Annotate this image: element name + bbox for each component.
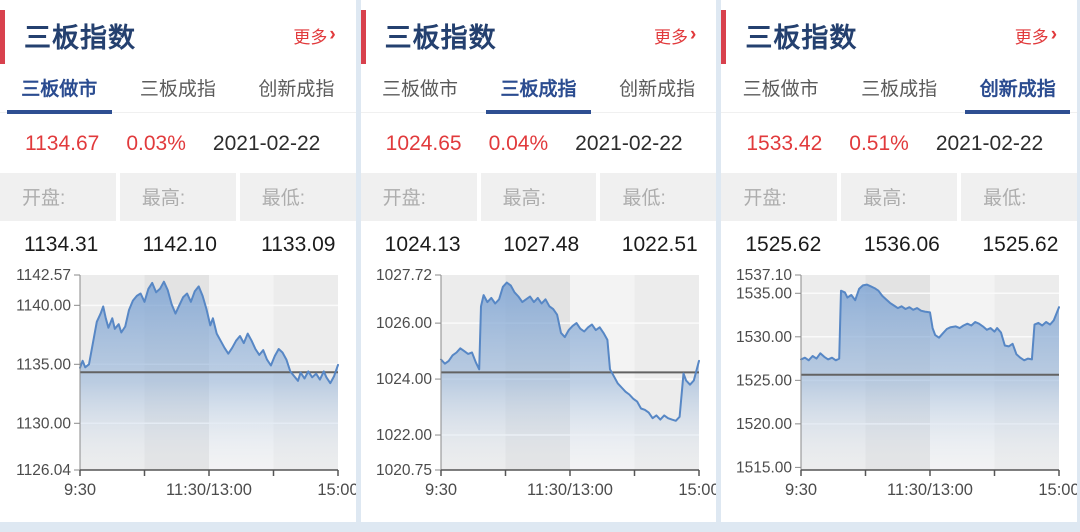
svg-text:1022.00: 1022.00 — [376, 427, 432, 444]
svg-text:1525.00: 1525.00 — [736, 372, 792, 389]
more-label: 更多 — [1014, 27, 1049, 47]
svg-text:9:30: 9:30 — [64, 481, 96, 499]
accent-bar — [360, 10, 366, 64]
stats-labels-row: 开盘: 最高: 最低: — [360, 173, 717, 221]
change-percent: 0.03% — [126, 132, 186, 155]
intraday-chart: 1142.57 1140.00 1135.00 1130.00 1126.04 9:30 1… — [16, 267, 356, 499]
high-label: 最高: — [119, 173, 236, 221]
last-price: 1024.65 — [385, 132, 462, 155]
tab-sanban-chengzhi[interactable]: 三板成指 — [861, 79, 938, 100]
index-widget-panel-3: 三板指数 更多 › 三板做市 三板成指 创新成指 1533.42 0.51% 2… — [721, 0, 1078, 522]
quote-row: 1533.42 0.51% 2021-02-22 — [721, 113, 1077, 171]
tab-bar: 三板做市 三板成指 创新成指 — [360, 66, 717, 114]
tab-sanban-chengzhi[interactable]: 三板成指 — [479, 66, 598, 114]
panel-header: 三板指数 更多 › — [360, 0, 717, 64]
high-label: 最高: — [480, 173, 597, 221]
svg-text:15:00: 15:00 — [1039, 481, 1077, 499]
svg-text:1130.00: 1130.00 — [16, 415, 71, 432]
quote-date: 2021-02-22 — [935, 132, 1044, 155]
quote-row: 1134.67 0.03% 2021-02-22 — [0, 113, 356, 171]
index-widget-panel-2: 三板指数 更多 › 三板做市 三板成指 创新成指 1024.65 0.04% 2… — [360, 0, 717, 522]
change-percent: 0.04% — [488, 132, 549, 155]
last-price: 1134.67 — [25, 132, 100, 155]
stats-values-row: 1134.31 1142.10 1133.09 — [0, 221, 356, 259]
svg-text:1026.00: 1026.00 — [376, 315, 432, 332]
stats-labels-row: 开盘: 最高: 最低: — [0, 173, 356, 221]
svg-text:1520.00: 1520.00 — [736, 416, 792, 433]
svg-text:11:30/13:00: 11:30/13:00 — [166, 481, 252, 499]
svg-text:15:00: 15:00 — [678, 481, 716, 499]
svg-text:9:30: 9:30 — [785, 481, 817, 499]
svg-text:1024.00: 1024.00 — [376, 371, 432, 388]
high-value: 1142.10 — [142, 233, 217, 256]
quote-date: 2021-02-22 — [575, 132, 683, 155]
svg-text:9:30: 9:30 — [425, 481, 457, 499]
tab-sanban-zuoshi[interactable]: 三板做市 — [381, 79, 458, 100]
tab-sanban-zuoshi[interactable]: 三板做市 — [0, 66, 119, 114]
last-price: 1533.42 — [746, 132, 823, 155]
svg-text:1027.72: 1027.72 — [376, 267, 432, 284]
accent-bar — [721, 10, 727, 64]
chevron-right-icon: › — [690, 24, 697, 45]
more-label: 更多 — [654, 27, 689, 47]
tab-bar: 三板做市 三板成指 创新成指 — [721, 66, 1078, 114]
panel-header: 三板指数 更多 › — [721, 0, 1077, 64]
svg-text:1140.00: 1140.00 — [16, 297, 71, 314]
panel-title: 三板指数 — [745, 22, 858, 53]
svg-text:11:30/13:00: 11:30/13:00 — [527, 481, 613, 499]
chevron-right-icon: › — [329, 24, 336, 45]
tab-chuangxin-chengzhi[interactable]: 创新成指 — [958, 66, 1077, 114]
change-percent: 0.51% — [849, 132, 909, 155]
high-value: 1536.06 — [863, 233, 940, 256]
svg-text:1020.75: 1020.75 — [376, 462, 432, 479]
more-link[interactable]: 更多 › — [293, 23, 335, 48]
panel-title: 三板指数 — [384, 22, 497, 53]
more-label: 更多 — [293, 27, 328, 47]
stats-values-row: 1024.13 1027.48 1022.51 — [361, 221, 717, 259]
stats-labels-row: 开盘: 最高: 最低: — [721, 173, 1078, 221]
low-value: 1022.51 — [621, 233, 698, 256]
svg-text:1535.00: 1535.00 — [736, 285, 792, 302]
low-label: 最低: — [239, 173, 356, 221]
panel-header: 三板指数 更多 › — [0, 0, 356, 64]
tab-chuangxin-chengzhi[interactable]: 创新成指 — [619, 79, 696, 100]
svg-text:11:30/13:00: 11:30/13:00 — [887, 481, 973, 499]
open-value: 1525.62 — [745, 233, 822, 256]
low-value: 1133.09 — [261, 233, 336, 256]
more-link[interactable]: 更多 › — [1015, 23, 1057, 48]
high-label: 最高: — [841, 173, 958, 221]
tab-sanban-chengzhi[interactable]: 三板成指 — [139, 79, 216, 100]
quote-date: 2021-02-22 — [212, 132, 321, 155]
intraday-chart: 1027.72 1026.00 1024.00 1022.00 1020.75 9:30 1… — [376, 267, 717, 499]
more-link[interactable]: 更多 › — [654, 23, 696, 48]
chevron-right-icon: › — [1050, 24, 1058, 45]
low-label: 最低: — [961, 173, 1078, 221]
tab-bar: 三板做市 三板成指 创新成指 — [0, 66, 356, 114]
svg-text:1142.57: 1142.57 — [16, 267, 71, 284]
open-value: 1134.31 — [24, 233, 99, 256]
svg-text:1537.10: 1537.10 — [736, 267, 792, 284]
index-widget-panel-1: 三板指数 更多 › 三板做市 三板成指 创新成指 1134.67 0.03% 2… — [0, 0, 356, 522]
quote-row: 1024.65 0.04% 2021-02-22 — [361, 113, 717, 171]
open-label: 开盘: — [360, 173, 477, 221]
svg-text:1135.00: 1135.00 — [16, 356, 71, 373]
stats-values-row: 1525.62 1536.06 1525.62 — [721, 221, 1077, 259]
tab-sanban-zuoshi[interactable]: 三板做市 — [742, 79, 819, 100]
panel-title: 三板指数 — [24, 22, 136, 53]
open-label: 开盘: — [721, 173, 838, 221]
open-label: 开盘: — [0, 173, 116, 221]
low-value: 1525.62 — [982, 233, 1059, 256]
tab-chuangxin-chengzhi[interactable]: 创新成指 — [258, 79, 335, 100]
accent-bar — [0, 10, 5, 64]
high-value: 1027.48 — [503, 233, 580, 256]
open-value: 1024.13 — [384, 233, 461, 256]
low-label: 最低: — [600, 173, 717, 221]
svg-text:1530.00: 1530.00 — [736, 329, 792, 346]
svg-text:1515.00: 1515.00 — [736, 459, 792, 476]
svg-text:1126.04: 1126.04 — [16, 462, 71, 479]
svg-text:15:00: 15:00 — [317, 481, 355, 499]
